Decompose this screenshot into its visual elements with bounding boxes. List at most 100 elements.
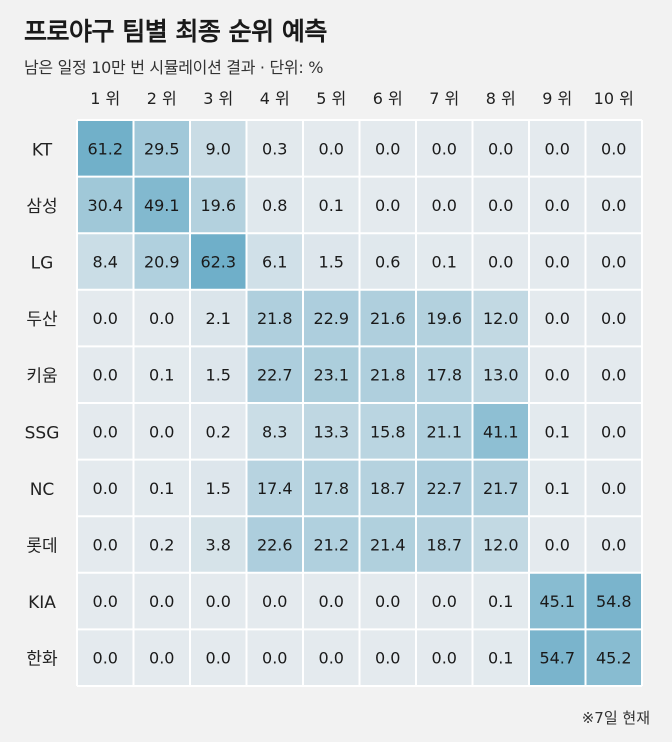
cell-value-label: 0.1 xyxy=(319,196,344,215)
heatmap-cell xyxy=(416,516,473,573)
chart-subtitle: 남은 일정 10만 번 시뮬레이션 결과 · 단위: % xyxy=(24,58,324,77)
column-header: 10 위 xyxy=(594,89,634,108)
heatmap-cell xyxy=(246,233,303,290)
heatmap-cell xyxy=(77,120,134,177)
heatmap-cell xyxy=(246,572,303,630)
heatmap-cell xyxy=(77,403,134,460)
cell-value-label: 45.1 xyxy=(539,592,575,611)
cell-value-label: 0.0 xyxy=(206,592,231,611)
cell-value-label: 0.0 xyxy=(488,196,513,215)
cell-value-label: 21.2 xyxy=(313,536,349,555)
heatmap-cell xyxy=(133,459,190,517)
heatmap-cell xyxy=(585,289,642,347)
cell-value-label: 0.1 xyxy=(149,479,174,498)
row-header-team: KT xyxy=(32,140,53,160)
heatmap-cell xyxy=(190,572,247,630)
cell-value-label: 12.0 xyxy=(483,536,519,555)
cell-value-label: 21.7 xyxy=(483,479,519,498)
heatmap-cell xyxy=(190,516,247,573)
heatmap-cell xyxy=(246,120,303,177)
column-header: 2 위 xyxy=(147,89,177,108)
heatmap-cell xyxy=(190,346,247,403)
heatmap-cell xyxy=(529,572,586,630)
heatmap-cell xyxy=(133,233,190,290)
cell-value-label: 0.0 xyxy=(93,649,118,668)
cell-value-label: 45.2 xyxy=(596,649,632,668)
cell-value-label: 15.8 xyxy=(370,422,406,441)
cell-value-label: 0.3 xyxy=(262,139,287,158)
cell-value-label: 1.5 xyxy=(206,366,231,385)
heatmap-cell xyxy=(359,120,416,177)
heatmap-cell xyxy=(585,233,642,290)
heatmap-cell xyxy=(529,176,586,234)
cell-value-label: 19.6 xyxy=(200,196,236,215)
cell-value-label: 0.0 xyxy=(375,592,400,611)
heatmap-cell xyxy=(303,120,360,177)
cell-value-label: 1.5 xyxy=(319,253,344,272)
heatmap-cell xyxy=(133,629,190,686)
cell-value-label: 23.1 xyxy=(313,366,349,385)
cell-value-label: 0.1 xyxy=(149,366,174,385)
cell-value-label: 0.2 xyxy=(149,536,174,555)
cell-value-label: 0.0 xyxy=(601,479,626,498)
cell-value-label: 9.0 xyxy=(206,139,231,158)
cell-value-label: 8.3 xyxy=(262,422,287,441)
cell-value-label: 0.0 xyxy=(93,422,118,441)
heatmap-cell xyxy=(472,289,529,347)
heatmap-cell xyxy=(246,289,303,347)
cell-value-label: 8.4 xyxy=(93,253,118,272)
heatmap-cell xyxy=(190,459,247,517)
cell-value-label: 0.0 xyxy=(545,309,570,328)
heatmap-cell xyxy=(190,289,247,347)
cell-values: 61.2 29.5 9.0 0.3 0.0 0.0 0.0 0.0 0.0 0.0 30.4 49.1… xyxy=(87,139,631,667)
heatmap-cell xyxy=(133,403,190,460)
cell-value-label: 0.0 xyxy=(375,649,400,668)
heatmap-cell xyxy=(190,176,247,234)
heatmap-cell xyxy=(529,629,586,686)
cell-value-label: 0.0 xyxy=(432,139,457,158)
heatmap-cell xyxy=(77,176,134,234)
row-header-team: LG xyxy=(31,254,54,274)
heatmap-cell xyxy=(416,346,473,403)
cell-value-label: 2.1 xyxy=(206,309,231,328)
cell-value-label: 0.0 xyxy=(93,479,118,498)
heatmap-cell xyxy=(133,572,190,630)
cell-value-label: 0.0 xyxy=(488,139,513,158)
cell-value-label: 22.6 xyxy=(257,536,293,555)
heatmap-cell xyxy=(416,459,473,517)
heatmap-cell xyxy=(529,516,586,573)
heatmap-cell xyxy=(303,572,360,630)
heatmap-cell xyxy=(359,572,416,630)
heatmap-cell xyxy=(77,346,134,403)
heatmap-cell xyxy=(246,459,303,517)
heatmap-cell xyxy=(472,176,529,234)
column-header: 9 위 xyxy=(542,89,572,108)
heatmap-cell xyxy=(472,233,529,290)
heatmap-cell xyxy=(77,289,134,347)
heatmap-cell xyxy=(585,403,642,460)
heatmap-cell xyxy=(359,289,416,347)
heatmap-cell xyxy=(529,120,586,177)
cell-value-label: 18.7 xyxy=(426,536,462,555)
cell-value-label: 0.0 xyxy=(432,649,457,668)
cell-value-label: 21.6 xyxy=(370,309,406,328)
heatmap-cell xyxy=(359,346,416,403)
heatmap-cell xyxy=(77,572,134,630)
column-header: 6 위 xyxy=(373,89,403,108)
heatmap-cell xyxy=(529,233,586,290)
row-header-team: NC xyxy=(30,480,55,500)
heatmap-cell xyxy=(77,516,134,573)
cell-value-label: 21.4 xyxy=(370,536,406,555)
cell-value-label: 54.8 xyxy=(596,592,632,611)
cell-value-label: 1.5 xyxy=(206,479,231,498)
cell-value-label: 3.8 xyxy=(206,536,231,555)
heatmap-cell xyxy=(585,346,642,403)
cell-value-label: 21.8 xyxy=(370,366,406,385)
column-header: 8 위 xyxy=(486,89,516,108)
heatmap-cell xyxy=(133,176,190,234)
heatmap-cell xyxy=(472,572,529,630)
heatmap-cell xyxy=(303,629,360,686)
heatmap-cell xyxy=(472,346,529,403)
cell-value-label: 49.1 xyxy=(144,196,180,215)
cell-value-label: 0.8 xyxy=(262,196,287,215)
